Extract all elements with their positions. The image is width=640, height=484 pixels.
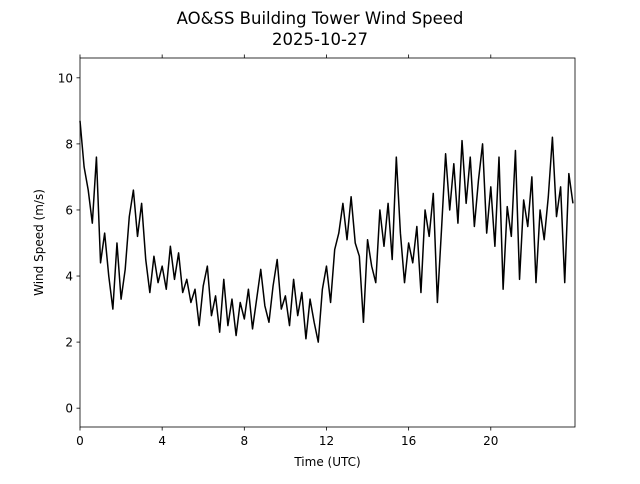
y-tick-label: 8: [65, 137, 73, 151]
y-axis-label: Wind Speed (m/s): [32, 189, 46, 296]
chart-subtitle: 2025-10-27: [272, 30, 368, 49]
x-tick-label: 12: [319, 434, 334, 448]
x-tick-label: 0: [76, 434, 84, 448]
data-line: [79, 120, 574, 343]
x-tick-label: 8: [240, 434, 248, 448]
y-tick-label: 6: [65, 203, 73, 217]
x-axis-label: Time (UTC): [293, 455, 360, 469]
plot-frame: [79, 57, 576, 428]
x-tick-label: 16: [401, 434, 416, 448]
x-tick-label: 4: [158, 434, 166, 448]
y-tick-label: 2: [65, 336, 73, 350]
y-tick-label: 10: [58, 71, 73, 85]
y-tick-label: 4: [65, 270, 73, 284]
chart-title: AO&SS Building Tower Wind Speed: [177, 9, 464, 28]
y-tick-label: 0: [65, 402, 73, 416]
x-tick-label: 20: [483, 434, 498, 448]
